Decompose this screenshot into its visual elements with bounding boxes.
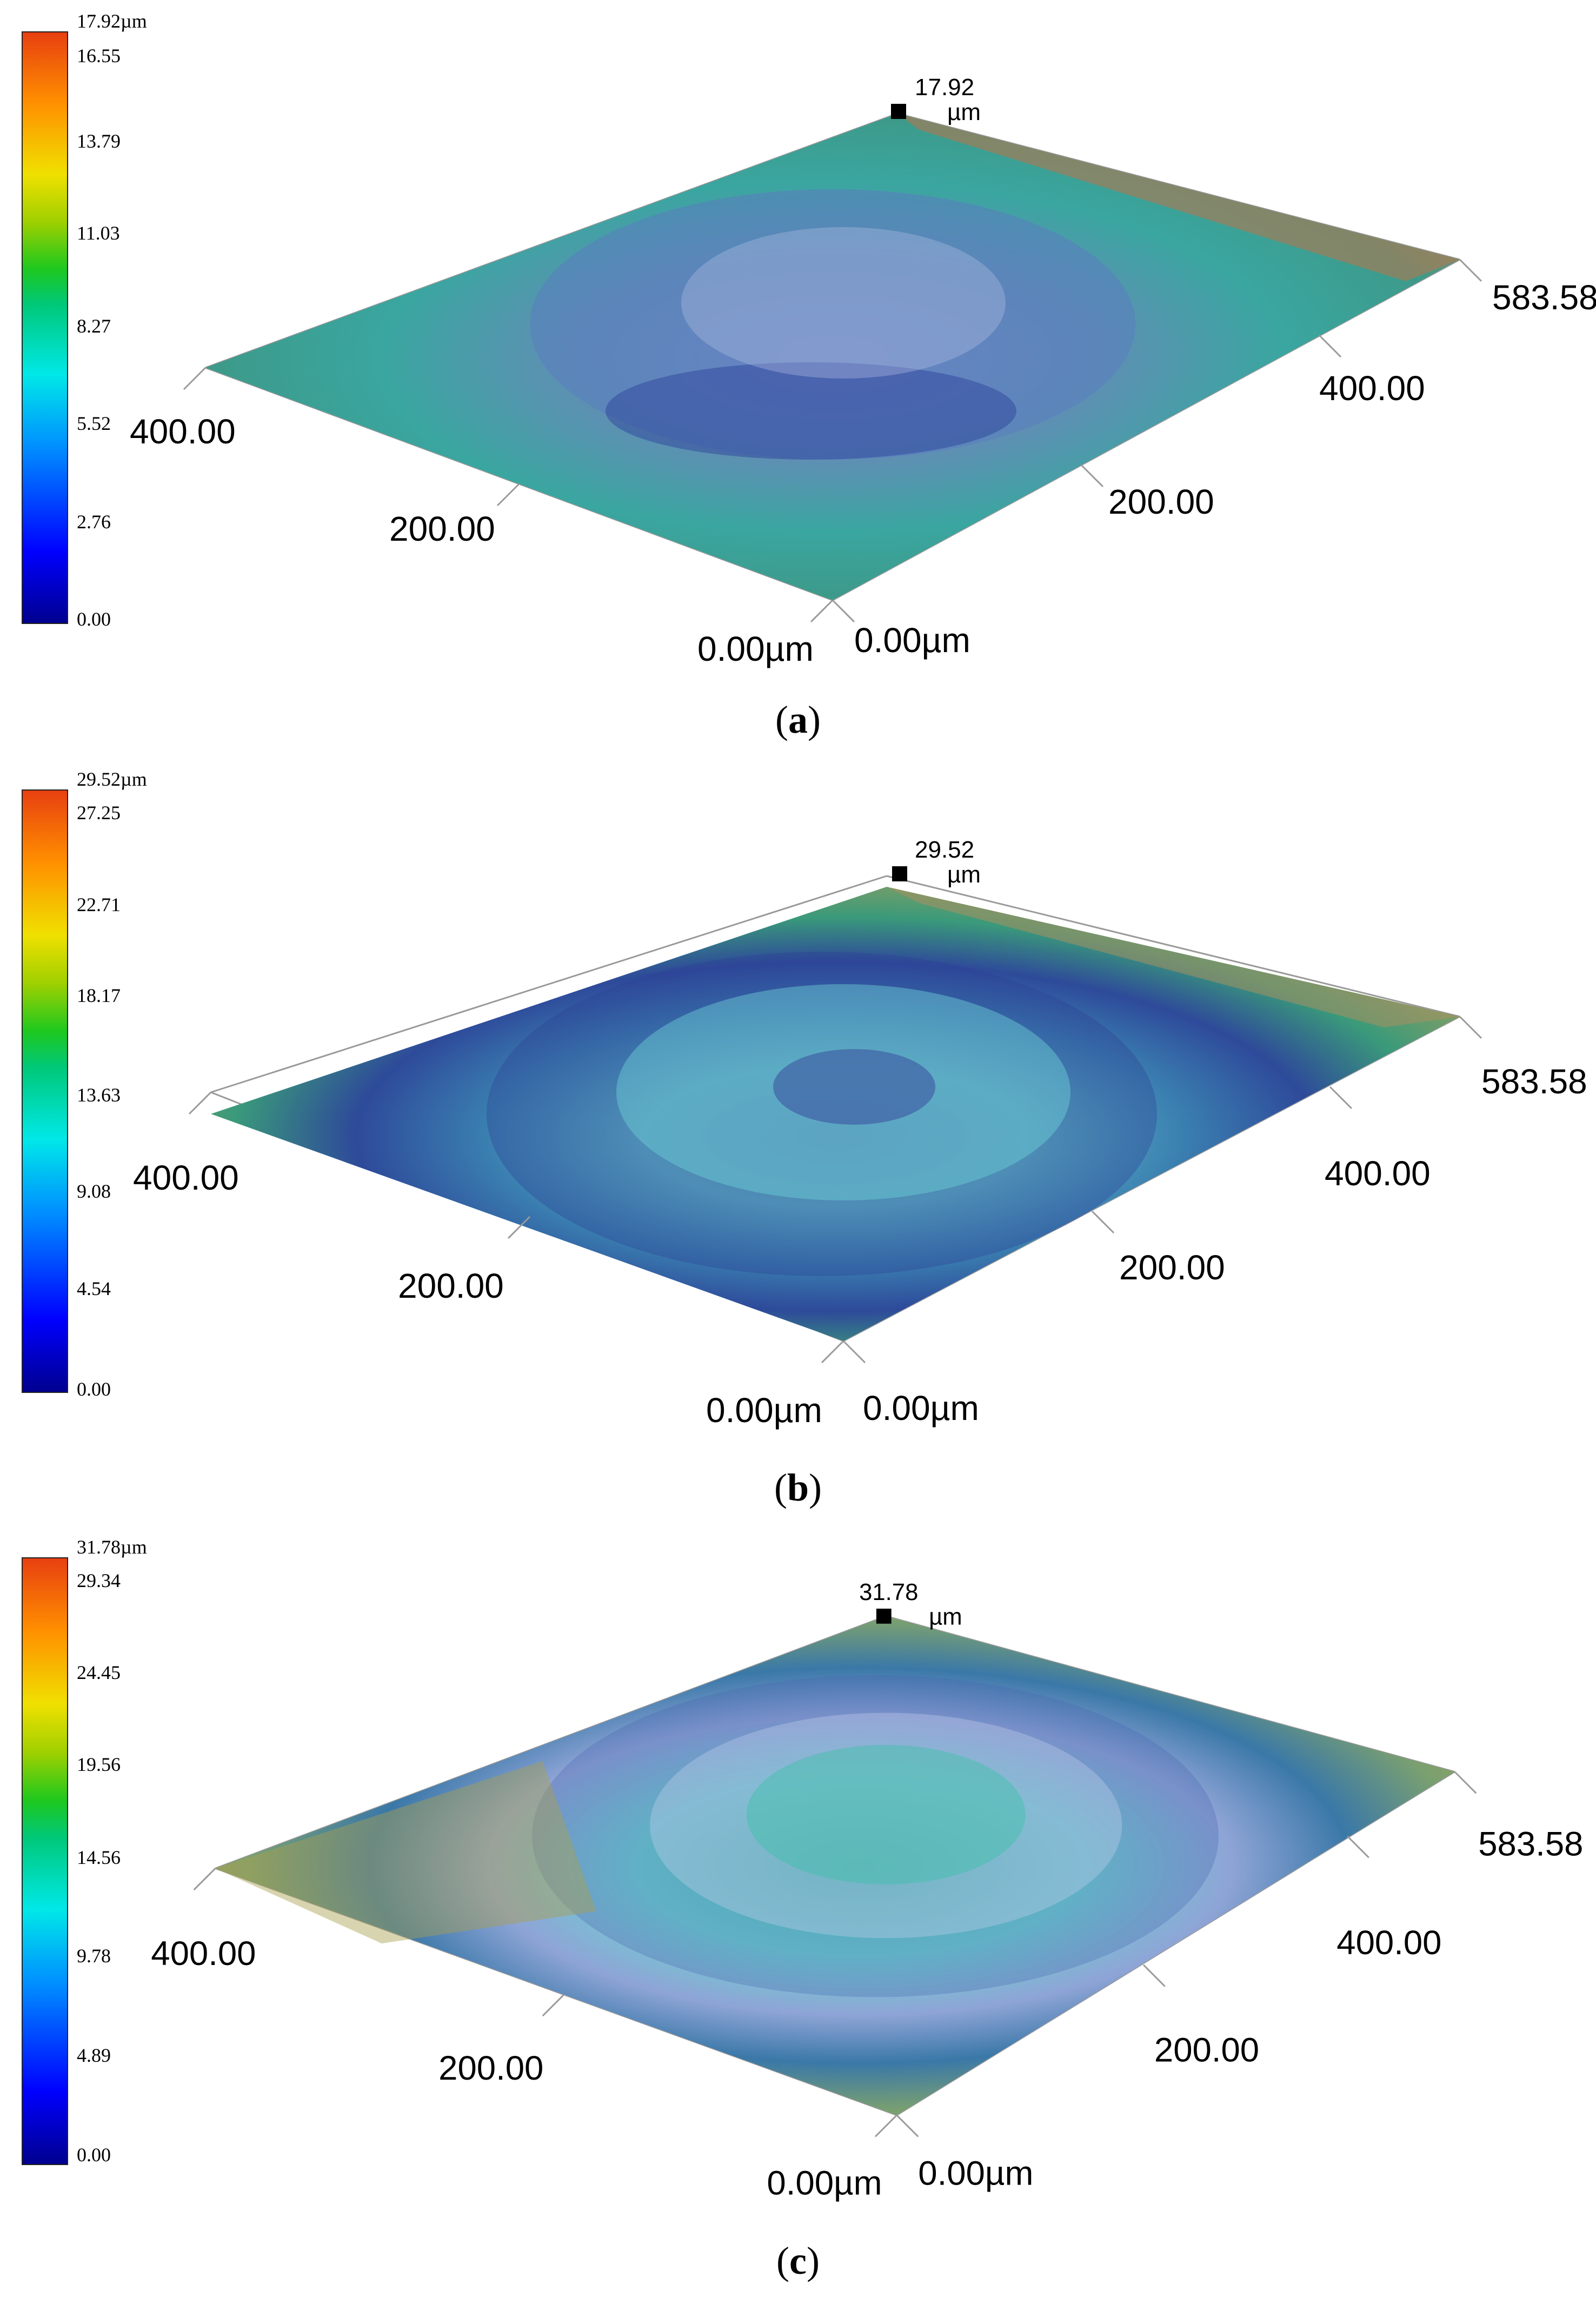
peak-unit-c: µm: [929, 1604, 962, 1630]
peak-value-a: 17.92: [915, 74, 974, 101]
plateau-c: [215, 1761, 596, 1944]
caption-c: (c): [776, 2239, 820, 2282]
y-tick-label-a: 200.00: [1108, 482, 1214, 521]
peak-value-b: 29.52: [915, 837, 974, 863]
crater-center-a: [681, 227, 1006, 379]
y-tick-label-b: 200.00: [1119, 1248, 1225, 1287]
x-tick-label-c: 200.00: [438, 2049, 543, 2087]
colorbar-c-tick: 14.56: [77, 1847, 121, 1868]
caption-a: (a): [775, 698, 821, 741]
colorbar-b-tick: 0.00: [77, 1378, 111, 1400]
colorbar-c-tick: 4.89: [77, 2045, 111, 2066]
colorbar-a-tick: 17.92µm: [77, 10, 147, 32]
tick-marks-c: [193, 1771, 1477, 2138]
colorbar-b-tick: 4.54: [77, 1278, 111, 1299]
surface-plot-b: 29.52 µm 400.00 200.00 0.00µm 583.58 400…: [133, 837, 1587, 1430]
colorbar-b-tick: 27.25: [77, 802, 121, 824]
x-tick-label-a: 400.00: [130, 412, 236, 451]
x-tick-label-b: 0.00µm: [706, 1391, 822, 1430]
x-tick-label-c: 0.00µm: [767, 2165, 882, 2202]
colorbar-c-tick: 24.45: [77, 1662, 121, 1683]
rim-a: [897, 114, 1460, 281]
crater-shadow-a: [606, 362, 1016, 460]
colorbar-c-tick: 0.00: [77, 2144, 111, 2166]
figure-panel-a: 17.92µm 16.55 13.79 11.03 8.27 5.52 2.76…: [0, 0, 1596, 768]
colorbar-b: [22, 789, 68, 1393]
rim-b: [887, 887, 1460, 1027]
colorbar-a-tick: 13.79: [77, 130, 121, 152]
colorbar-b-tick: 13.63: [77, 1084, 121, 1106]
crater-center-b: [773, 1049, 935, 1125]
crater-ring-c: [650, 1712, 1122, 1939]
y-tick-label-b: 400.00: [1325, 1154, 1431, 1193]
crater-a: [530, 189, 1135, 460]
figure-panel-c: 31.78µm 29.34 24.45 19.56 14.56 9.78 4.8…: [0, 1536, 1596, 2310]
colorbar-b-tick: 22.71: [77, 894, 121, 915]
colorbar-c-tick: 31.78µm: [77, 1536, 147, 1558]
crater-center-c: [746, 1745, 1026, 1884]
y-tick-label-c: 200.00: [1154, 2031, 1259, 2069]
peak-value-c: 31.78: [859, 1579, 918, 1605]
y-tick-label-b: 583.58: [1481, 1062, 1587, 1101]
peak-unit-a: µm: [947, 99, 981, 125]
colorbar-a-tick: 11.03: [77, 222, 120, 244]
colorbar-c-tick: 29.34: [77, 1570, 121, 1591]
y-tick-label-a: 583.58: [1492, 278, 1596, 317]
surface-c: [215, 1616, 1455, 2115]
colorbar-c-tick: 9.78: [77, 1945, 111, 1967]
x-tick-label-a: 0.00µm: [697, 629, 814, 668]
colorbar-c: [22, 1557, 68, 2165]
colorbar-a: [22, 31, 68, 624]
surface-plot-a: 17.92 µm 400.00 200.00 0.00µm 583.58 400…: [130, 74, 1596, 668]
y-tick-label-b: 0.00µm: [863, 1389, 979, 1428]
colorbar-b-tick: 9.08: [77, 1180, 111, 1202]
peak-marker-c: [876, 1608, 892, 1624]
x-tick-label-c: 400.00: [151, 1935, 256, 1973]
tick-marks-a: [183, 258, 1482, 623]
peak-unit-b: µm: [947, 861, 981, 888]
colorbar-b-tick: 29.52µm: [77, 768, 147, 790]
peak-marker-b: [892, 866, 907, 881]
colorbar-a-tick: 8.27: [77, 315, 111, 337]
figure-panel-b: 29.52µm 27.25 22.71 18.17 13.63 9.08 4.5…: [0, 768, 1596, 1536]
x-tick-label-b: 200.00: [398, 1266, 504, 1305]
y-tick-label-c: 583.58: [1478, 1825, 1583, 1863]
crater-c: [531, 1675, 1219, 1997]
y-tick-label-c: 400.00: [1336, 1924, 1441, 1962]
peak-marker-a: [891, 104, 906, 119]
x-tick-label-a: 200.00: [389, 509, 495, 548]
colorbar-a-tick: 5.52: [77, 413, 111, 434]
surface-plot-c: 31.78 µm 400.00 200.00 0.00µm 583.58 400…: [151, 1579, 1583, 2202]
y-tick-label-c: 0.00µm: [918, 2155, 1033, 2193]
colorbar-a-tick: 2.76: [77, 511, 111, 533]
colorbar-a-tick: 16.55: [77, 45, 121, 67]
tick-marks-b: [188, 1015, 1482, 1364]
colorbar-a-tick: 0.00: [77, 608, 111, 630]
caption-b: (b): [774, 1466, 822, 1509]
y-tick-label-a: 0.00µm: [854, 621, 970, 660]
y-tick-label-a: 400.00: [1319, 369, 1425, 408]
colorbar-c-tick: 19.56: [77, 1754, 121, 1775]
colorbar-b-tick: 18.17: [77, 985, 121, 1006]
x-tick-label-b: 400.00: [133, 1158, 239, 1197]
